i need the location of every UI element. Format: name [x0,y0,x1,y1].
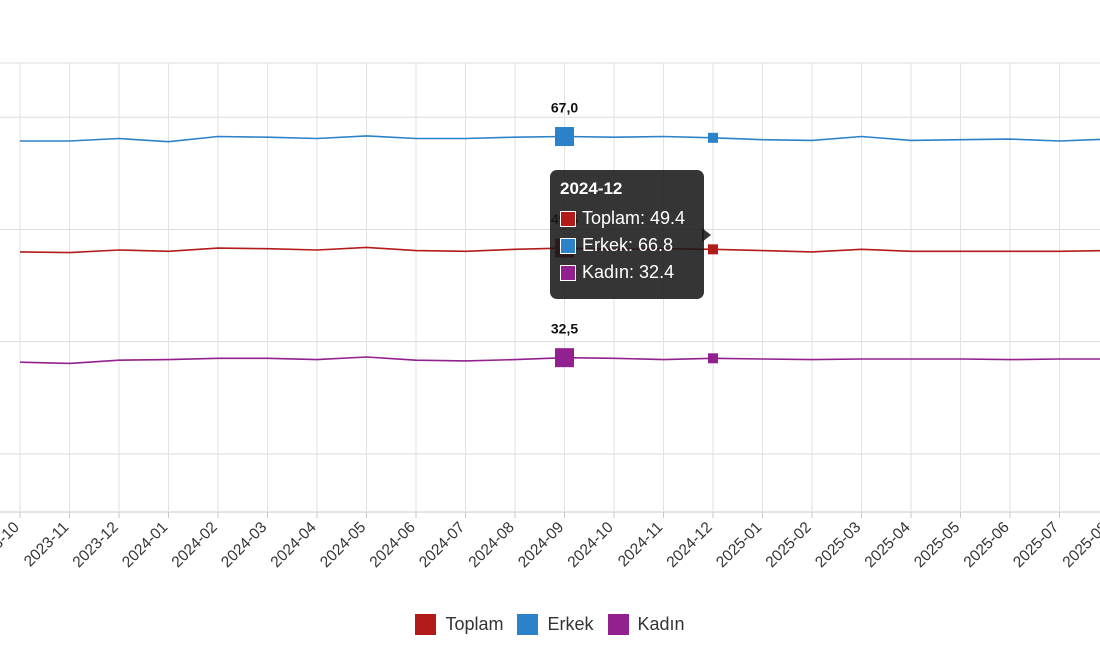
legend: Toplam Erkek Kadın [0,610,1100,638]
data-label-0: 67,0 [551,100,578,116]
x-tick-label-2023-12: 2023-12 [70,519,122,571]
x-tick-label-2024-12: 2024-12 [664,519,716,571]
x-tick-label-2025-02: 2025-02 [763,519,815,571]
x-tick-label-2024-01: 2024-01 [119,519,171,571]
x-tick-label-2025-06: 2025-06 [961,519,1013,571]
x-tick-label-2025-03: 2025-03 [812,519,864,571]
x-tick-label-2024-10: 2024-10 [565,519,618,572]
x-tick-label-2024-08: 2024-08 [466,519,518,571]
x-tick-label-2025-07: 2025-07 [1010,519,1062,571]
x-tick-label-2025-08: 2025-08 [1060,519,1100,571]
x-tick-label-2024-05: 2024-05 [317,519,369,571]
x-axis-tick-labels: 2023-102023-112023-122024-012024-022024-… [0,519,1100,572]
legend-swatch-toplam [415,613,437,635]
x-tick-label-2024-09: 2024-09 [515,519,567,571]
x-tick-label-2024-04: 2024-04 [268,519,321,572]
x-tick-label-2025-01: 2025-01 [713,519,765,571]
marker-erkek-2024-12 [708,132,718,143]
tooltip-row-erkek: Erkek: 66.8 [560,232,694,259]
x-tick-label-2024-02: 2024-02 [169,519,221,571]
tooltip-caret [702,228,711,242]
x-tick-label-2023-11: 2023-11 [21,519,72,570]
legend-item-toplam[interactable]: Toplam [415,613,504,635]
legend-label-erkek: Erkek [547,613,594,634]
tooltip-text-erkek: Erkek: 66.8 [582,235,674,255]
tooltip-text-toplam: Toplam: 49.4 [582,208,686,228]
marker-kadin-2024-12 [708,353,718,364]
legend-label-toplam: Toplam [445,613,504,634]
marker-erkek-2024-09 [555,127,574,147]
x-tick-label-2024-03: 2024-03 [218,519,270,571]
x-tick-label-2025-05: 2025-05 [911,519,963,571]
tooltip-swatch-kadin [560,264,576,281]
tooltip-swatch-toplam [560,210,576,227]
x-tick-label-2024-07: 2024-07 [416,519,468,571]
marker-toplam-2024-12 [708,244,718,255]
legend-item-erkek[interactable]: Erkek [517,613,594,635]
x-tick-label-2024-06: 2024-06 [367,519,419,571]
x-tick-label-2025-04: 2025-04 [862,519,915,572]
tooltip-title: 2024-12 [560,179,623,198]
hover-tooltip: 2024-12 Toplam: 49.4 Erkek: 66.8 Kadın: … [550,170,711,299]
tooltip-row-toplam: Toplam: 49.4 [560,205,694,232]
legend-swatch-kadin [607,613,629,635]
legend-item-kadin[interactable]: Kadın [607,613,685,635]
x-tick-label-2024-11: 2024-11 [615,519,666,570]
data-label-2: 32,5 [551,321,578,337]
tooltip-row-kadin: Kadın: 32.4 [560,259,694,286]
legend-label-kadin: Kadın [637,613,685,634]
tooltip-swatch-erkek [560,237,576,254]
marker-kadin-2024-09 [555,348,574,368]
legend-swatch-erkek [517,613,539,635]
x-tick-label-2023-10: 2023-10 [0,519,23,572]
tooltip-text-kadin: Kadın: 32.4 [582,262,675,282]
